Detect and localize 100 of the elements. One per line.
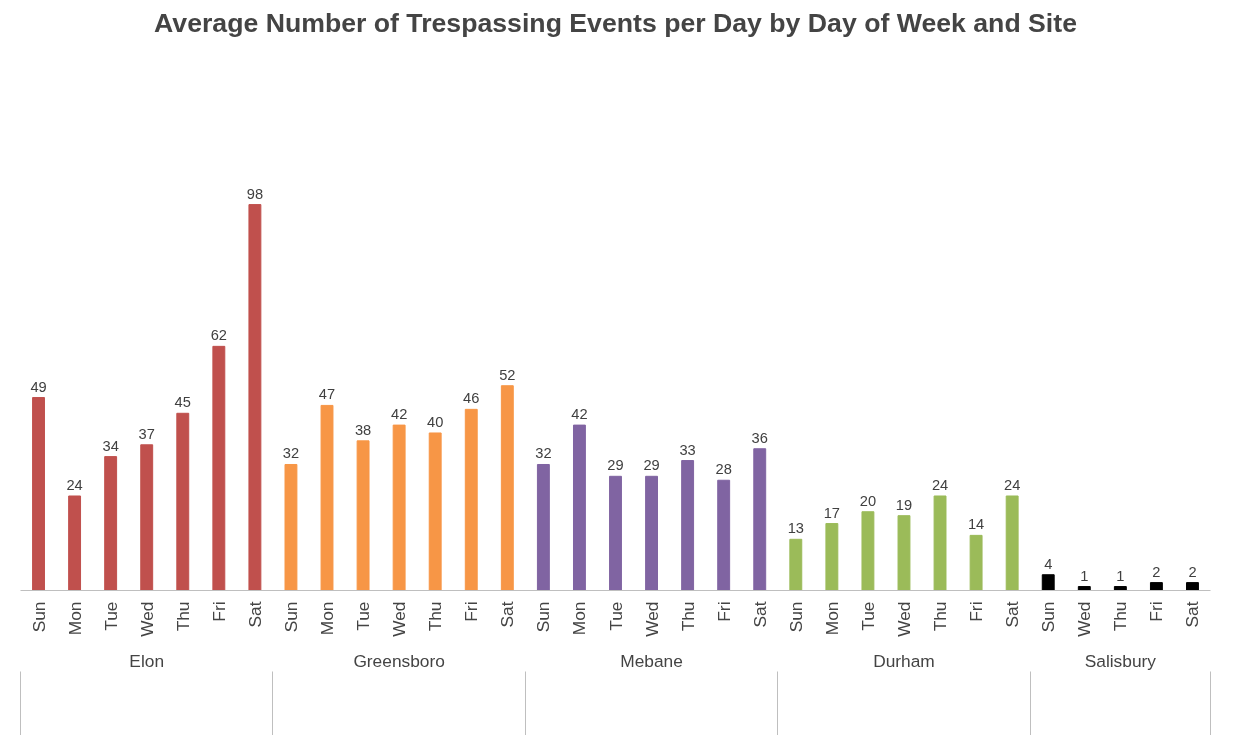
data-label: 24	[66, 476, 83, 493]
x-tick-label: Tue	[857, 601, 878, 631]
data-label: 20	[859, 492, 877, 509]
data-label: 52	[499, 366, 516, 383]
x-tick-label: Tue	[605, 601, 626, 631]
x-tick-label: Mon	[569, 601, 590, 636]
bar	[572, 424, 586, 591]
bar	[392, 424, 406, 591]
bar	[1186, 582, 1199, 591]
data-label: 42	[571, 406, 588, 423]
bar	[320, 404, 334, 591]
data-label: 2	[1152, 563, 1161, 580]
data-label: 1	[1116, 567, 1125, 584]
data-label: 45	[174, 394, 191, 411]
x-tick-label: Tue	[100, 601, 121, 631]
bar	[1005, 495, 1019, 591]
x-tick-label: Sun	[533, 601, 554, 633]
x-tick-label: Sun	[785, 601, 806, 633]
data-label: 28	[715, 461, 732, 478]
x-tick-label: Wed	[136, 601, 157, 637]
bar	[1077, 586, 1091, 591]
x-tick-label: Tue	[353, 601, 374, 631]
text: Salisbury	[1084, 650, 1157, 671]
x-tick-label: Sat	[1002, 601, 1023, 628]
bar	[104, 456, 118, 591]
x-tick-label: Sun	[1038, 601, 1059, 633]
data-label: 37	[138, 425, 155, 442]
data-label: 36	[751, 429, 768, 446]
data-label: 33	[679, 441, 696, 458]
x-tick-label: Thu	[1110, 601, 1131, 632]
bar	[681, 460, 695, 591]
x-tick-label: Fri	[208, 601, 229, 622]
x-tick-label: Mon	[317, 601, 338, 636]
x-tick-label: Sat	[244, 601, 265, 628]
data-label: 4	[1044, 555, 1053, 572]
bar	[32, 397, 45, 591]
x-tick-label: Sat	[1182, 601, 1203, 628]
data-label: 32	[282, 445, 300, 462]
bar	[140, 444, 154, 591]
text: Greensboro	[353, 650, 445, 671]
bar	[464, 408, 478, 591]
bar	[969, 534, 983, 591]
data-label: 29	[607, 457, 624, 474]
bar	[1041, 574, 1055, 591]
bar	[248, 204, 262, 591]
x-tick-label: Fri	[966, 601, 987, 622]
data-label: 13	[787, 520, 804, 537]
data-label: 42	[390, 406, 408, 423]
data-label: 32	[535, 445, 552, 462]
x-tick-label: Fri	[461, 601, 482, 622]
bar	[825, 523, 839, 591]
data-label: 46	[463, 390, 480, 407]
bar	[789, 538, 803, 591]
data-label: 2	[1188, 563, 1197, 580]
bar	[500, 385, 514, 591]
x-tick-label: Fri	[713, 601, 734, 622]
bar	[1149, 582, 1163, 591]
x-tick-label: Wed	[389, 601, 410, 637]
text: Durham	[873, 650, 935, 671]
data-label: 24	[1004, 476, 1021, 493]
bar	[645, 475, 659, 591]
data-label: 1	[1080, 567, 1089, 584]
x-tick-label: Wed	[641, 601, 662, 637]
x-tick-label: Thu	[425, 601, 446, 632]
bar	[212, 345, 226, 591]
bar	[1113, 586, 1127, 591]
data-label: 14	[967, 516, 985, 533]
bar	[176, 412, 190, 591]
data-label: 40	[427, 413, 444, 430]
bar	[717, 479, 731, 591]
x-tick-label: Sun	[280, 601, 301, 633]
bar	[933, 495, 947, 591]
x-tick-label: Wed	[893, 601, 914, 637]
bar	[861, 511, 875, 591]
bar	[356, 440, 370, 591]
x-tick-label: Thu	[172, 601, 193, 632]
x-tick-label: Mon	[821, 601, 842, 636]
data-label: 47	[318, 386, 336, 403]
chart-title: Average Number of Trespassing Events per Day by Day of Week and Site	[154, 7, 1077, 38]
data-label: 49	[30, 378, 47, 395]
bar	[428, 432, 442, 591]
bar	[284, 463, 298, 591]
data-label: 29	[643, 457, 660, 474]
text: Elon	[129, 650, 165, 671]
data-label: 24	[931, 476, 949, 493]
x-tick-label: Sat	[497, 601, 518, 628]
x-tick-label: Sun	[28, 601, 49, 633]
x-tick-label: Mon	[64, 601, 85, 636]
x-tick-label: Sat	[749, 601, 770, 628]
data-label: 38	[354, 421, 372, 438]
bar	[753, 448, 767, 591]
x-tick-label: Fri	[1146, 601, 1167, 622]
bar	[68, 495, 82, 591]
bar	[897, 515, 911, 591]
data-label: 34	[102, 437, 119, 454]
data-label: 17	[823, 504, 841, 521]
bar	[609, 475, 622, 591]
x-tick-label: Thu	[677, 601, 698, 632]
data-label: 19	[895, 496, 913, 513]
bar	[536, 463, 550, 591]
